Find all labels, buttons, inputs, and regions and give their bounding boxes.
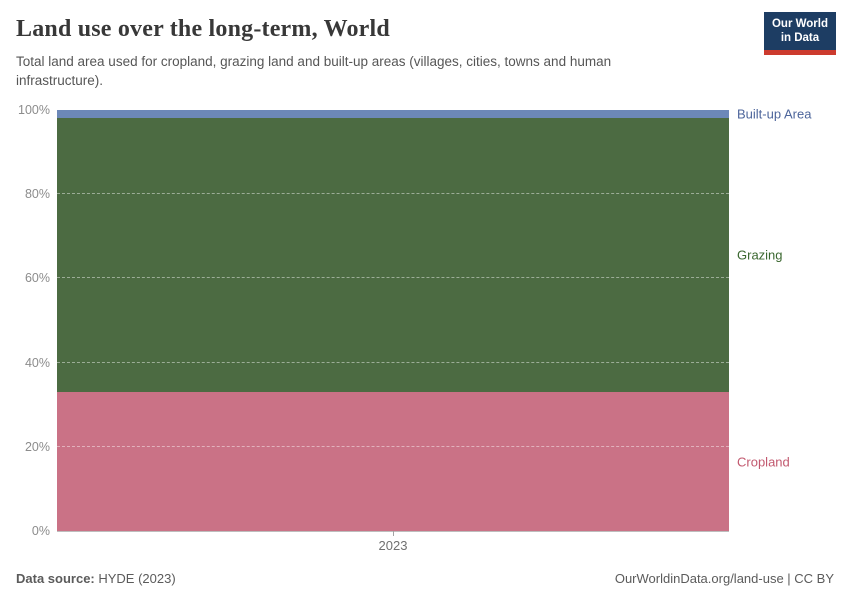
area-cropland[interactable] (57, 392, 729, 531)
y-axis-tick-60: 60% (24, 271, 50, 286)
page-subtitle: Total land area used for cropland, grazi… (16, 54, 612, 88)
y-axis-tick-100: 100% (18, 103, 50, 117)
x-axis-tick-mark (393, 531, 394, 536)
series-label-cropland: Cropland (737, 454, 790, 470)
x-axis-tick-label: 2023 (378, 538, 408, 553)
gridline-100 (57, 109, 729, 110)
y-axis-tick-80: 80% (24, 187, 50, 202)
area-grazing[interactable] (57, 118, 729, 393)
attribution-link[interactable]: OurWorldinData.org/land-use | CC BY (614, 571, 834, 586)
y-axis-tick-20: 20% (24, 439, 50, 454)
data-source-value: HYDE (2023) (94, 571, 176, 586)
owid-logo: Our World in Data (763, 12, 836, 55)
data-source: Data source: HYDE (2023) (16, 571, 176, 586)
plot-area[interactable]: 0% 20% 40% 60% 80% 100% Cropland Grazing… (18, 103, 811, 553)
y-axis-tick-40: 40% (24, 355, 50, 370)
data-source-label: Data source: (16, 571, 95, 586)
owid-logo-line1: Our World (771, 18, 828, 30)
series-label-grazing: Grazing (737, 247, 783, 263)
gridline-80 (57, 193, 729, 195)
gridline-60 (57, 277, 729, 279)
series-label-built-up-area: Built-up Area (737, 106, 812, 122)
owid-logo-line2: in Data (780, 32, 820, 45)
gridline-40 (57, 361, 729, 363)
area-built-up[interactable] (57, 110, 729, 119)
y-axis-tick-0: 0% (31, 524, 50, 538)
footer: Data source: HYDE (2023) OurWorldinData.… (16, 571, 834, 586)
gridline-20 (57, 445, 729, 447)
page-title: Land use over the long-term, World (16, 16, 390, 42)
